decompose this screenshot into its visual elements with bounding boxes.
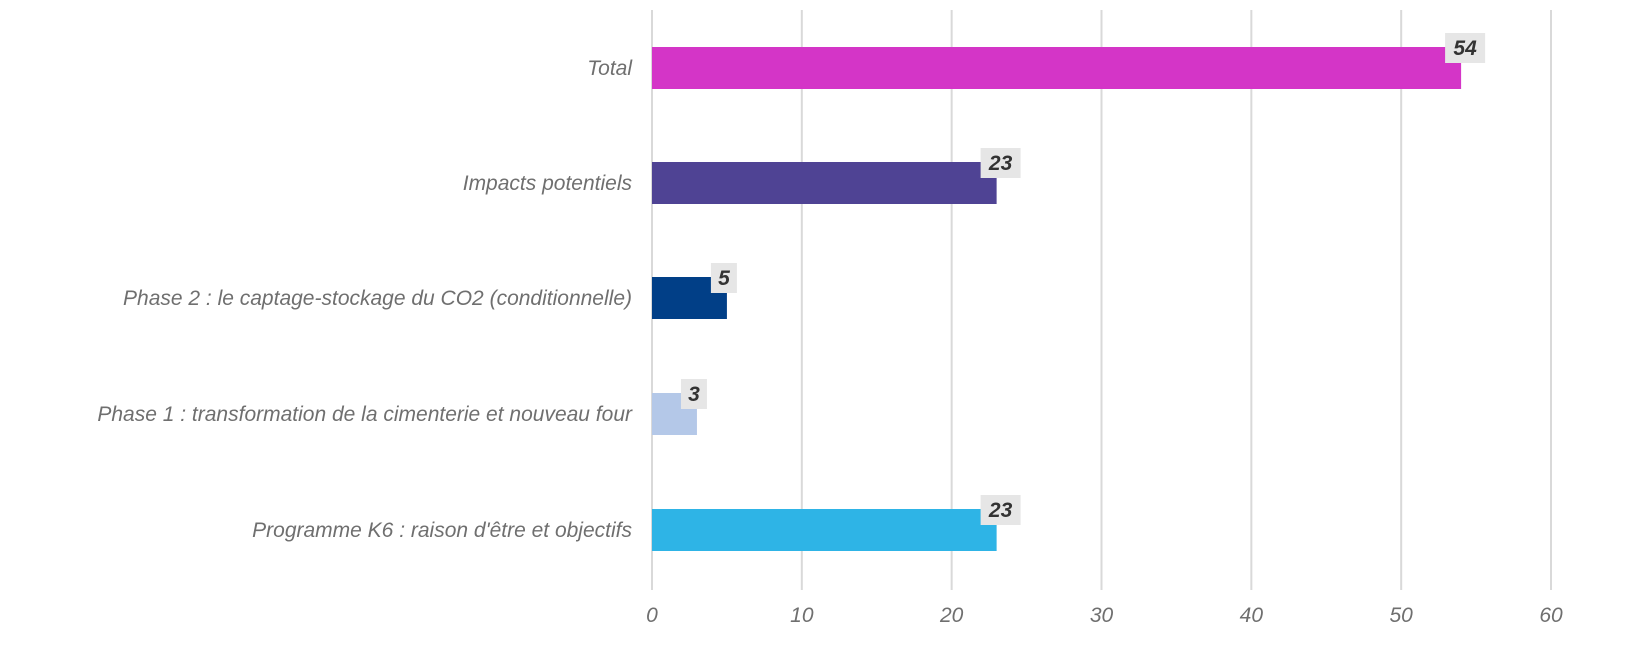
bars [652, 47, 1462, 551]
data-label: 3 [688, 383, 700, 406]
data-labels: 54 23 5 3 23 [680, 33, 1486, 525]
x-tick-label: 50 [1389, 604, 1413, 627]
x-axis-tick-labels: 0 10 20 30 40 50 60 [646, 604, 1563, 627]
category-label: Impacts potentiels [463, 172, 633, 195]
data-label-background [980, 148, 1021, 178]
data-label: 23 [988, 152, 1013, 175]
category-label: Programme K6 : raison d'être et objectif… [252, 519, 632, 542]
category-label: Phase 2 : le captage-stockage du CO2 (co… [123, 287, 632, 310]
data-label-background [1445, 33, 1486, 63]
x-tick-label: 30 [1090, 604, 1114, 627]
x-tick-label: 20 [939, 604, 964, 627]
data-label: 5 [718, 267, 730, 290]
data-label-background [710, 263, 737, 293]
data-label-background [680, 379, 707, 409]
data-label: 54 [1453, 37, 1477, 60]
x-tick-label: 60 [1539, 604, 1563, 627]
category-label: Phase 1 : transformation de la cimenteri… [97, 403, 633, 426]
x-tick-label: 0 [646, 604, 658, 627]
data-label-background [980, 495, 1021, 525]
bar [652, 47, 1462, 89]
category-labels: Total Impacts potentiels Phase 2 : le capt… [97, 57, 633, 542]
gridlines [651, 10, 1552, 590]
x-tick-label: 40 [1240, 604, 1264, 627]
bar [652, 162, 997, 204]
x-tick-label: 10 [790, 604, 814, 627]
bar [652, 509, 997, 551]
data-label: 23 [988, 499, 1013, 522]
category-label: Total [587, 57, 633, 80]
